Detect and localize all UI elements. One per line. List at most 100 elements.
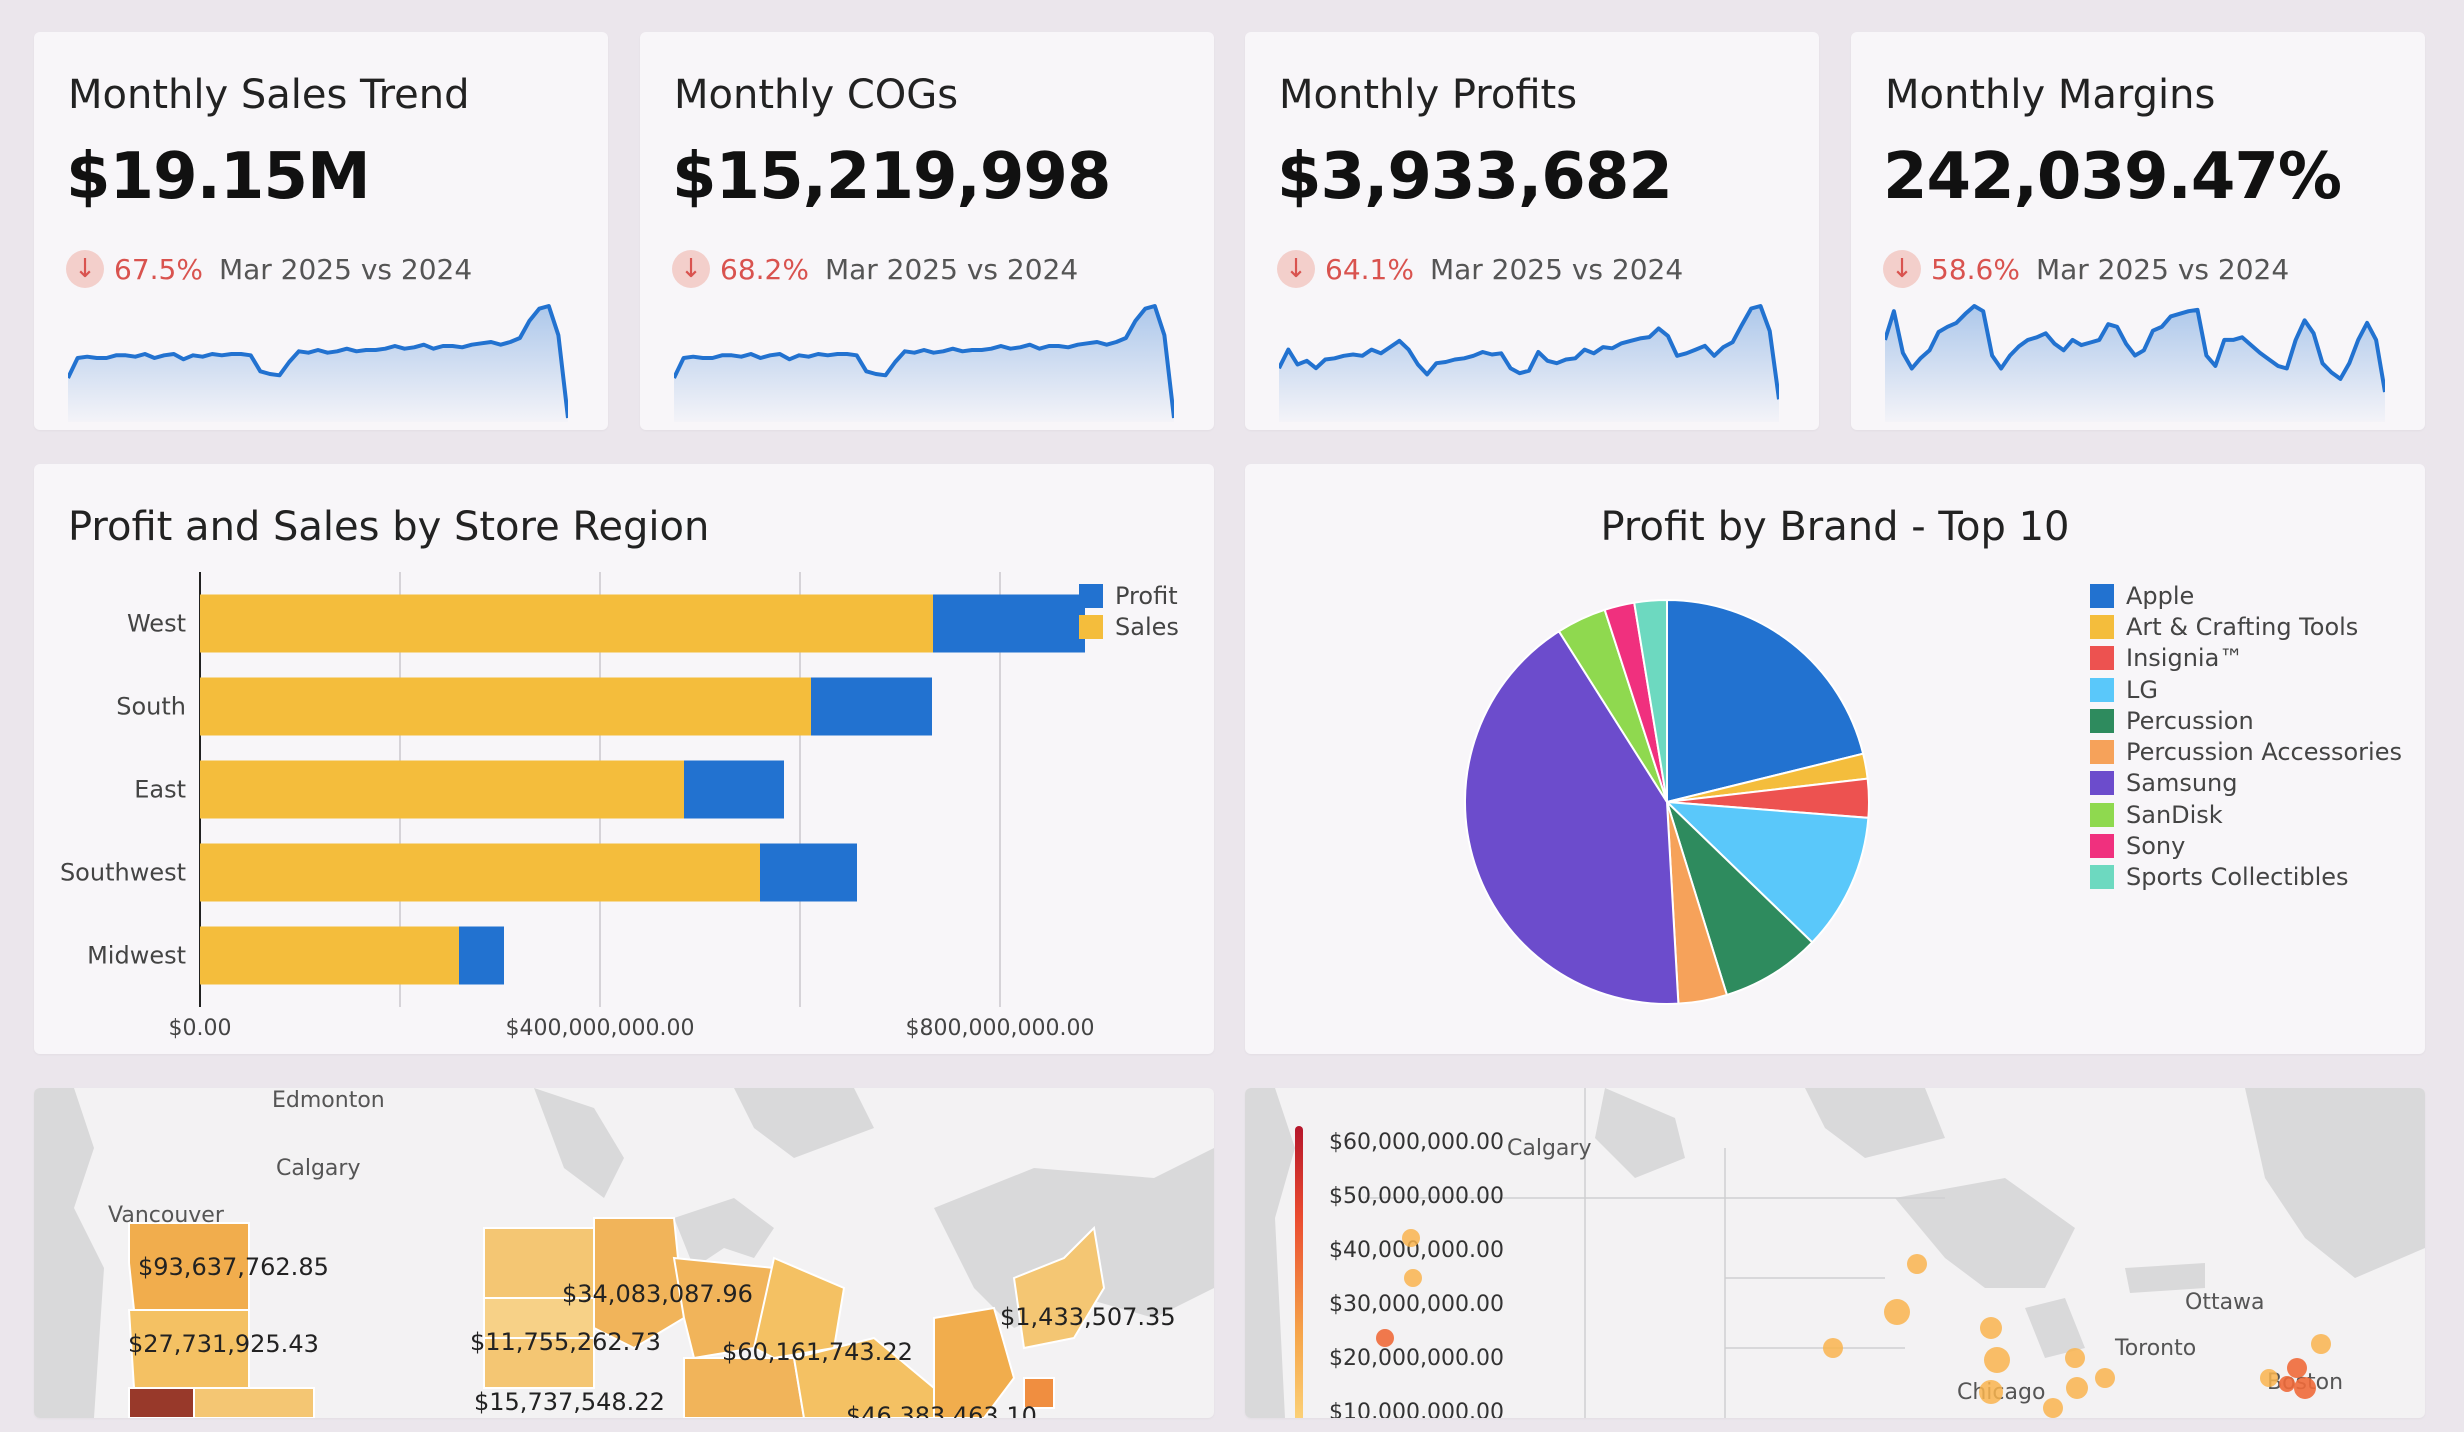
bubble-marker xyxy=(1823,1338,1843,1358)
kpi-value: 242,039.47% xyxy=(1883,140,2342,214)
kpi-card-cogs[interactable]: Monthly COGs $15,219,998 ↓ 68.2% Mar 202… xyxy=(640,32,1214,430)
sparkline-area xyxy=(68,306,568,422)
legend-item[interactable]: Art & Crafting Tools xyxy=(2090,611,2402,642)
pie-chart xyxy=(1464,598,1870,1006)
region-value: $27,731,925.43 xyxy=(128,1330,319,1358)
legend-label: Profit xyxy=(1115,581,1178,610)
sparkline xyxy=(1885,304,2385,422)
scale-label: $60,000,000.00 xyxy=(1329,1130,1504,1155)
sparkline xyxy=(68,304,568,422)
legend-item[interactable]: Percussion xyxy=(2090,705,2402,736)
chart-title: Profit and Sales by Store Region xyxy=(68,504,710,550)
kpi-title: Monthly Sales Trend xyxy=(68,72,470,118)
bar-sales xyxy=(200,843,760,902)
kpi-value: $3,933,682 xyxy=(1277,140,1673,214)
legend-swatch xyxy=(2090,740,2114,765)
legend-label: Sony xyxy=(2126,832,2186,861)
kpi-change-percent: 68.2% xyxy=(720,252,809,286)
city-label: Ottawa xyxy=(2185,1290,2265,1315)
legend-label: Insignia™ xyxy=(2126,644,2244,673)
sparkline xyxy=(674,304,1174,422)
city-label: Vancouver xyxy=(108,1203,224,1228)
bar-profit xyxy=(760,843,857,902)
legend-item[interactable]: Insignia™ xyxy=(2090,643,2402,674)
pie-slice xyxy=(1664,800,1870,944)
kpi-compare-period: Mar 2025 vs 2024 xyxy=(218,252,473,286)
region-value: $11,755,262.73 xyxy=(470,1328,661,1356)
bubble-marker xyxy=(2043,1398,2063,1418)
region-value: $34,083,087.96 xyxy=(562,1280,753,1308)
legend-item[interactable]: Sports Collectibles xyxy=(2090,862,2402,893)
legend-item-sales[interactable]: Sales xyxy=(1079,611,1179,642)
sparkline-line xyxy=(1279,304,1779,400)
legend-item[interactable]: SanDisk xyxy=(2090,799,2402,830)
bubble-marker xyxy=(2065,1348,2085,1368)
legend-item[interactable]: Samsung xyxy=(2090,768,2402,799)
bubble-marker xyxy=(2260,1369,2278,1387)
sparkline-line xyxy=(68,304,568,419)
bar-sales xyxy=(200,760,684,819)
legend-item[interactable]: Sony xyxy=(2090,830,2402,861)
choropleth-map-card[interactable]: Edmonton Calgary Vancouver $93,637,762.8… xyxy=(34,1088,1214,1418)
legend-label: Percussion Accessories xyxy=(2126,738,2402,767)
pie-chart-card[interactable]: Profit by Brand - Top 10 Apple Art & Craf… xyxy=(1245,464,2425,1054)
kpi-compare-period: Mar 2025 vs 2024 xyxy=(1429,252,1684,286)
bubble-marker xyxy=(2287,1358,2307,1378)
down-arrow-icon: ↓ xyxy=(1883,250,1921,288)
legend-label: Art & Crafting Tools xyxy=(2126,612,2359,641)
city-label: Calgary xyxy=(276,1156,361,1181)
bar-profit xyxy=(459,926,504,985)
scale-label: $50,000,000.00 xyxy=(1329,1184,1504,1209)
category-label: South xyxy=(116,693,186,721)
map-canvas[interactable] xyxy=(34,1088,1214,1418)
bubble-marker xyxy=(1402,1229,1420,1247)
kpi-card-margins[interactable]: Monthly Margins 242,039.47% ↓ 58.6% Mar … xyxy=(1851,32,2425,430)
down-arrow-icon: ↓ xyxy=(1277,250,1315,288)
category-label: West xyxy=(127,610,186,638)
bar-profit xyxy=(933,594,1085,653)
sparkline-line xyxy=(674,304,1174,419)
bubble-marker xyxy=(1404,1269,1422,1287)
legend-label: Sales xyxy=(1115,612,1179,641)
bar-sales xyxy=(200,926,459,985)
legend-swatch xyxy=(2090,771,2114,796)
legend-swatch xyxy=(2090,677,2114,702)
kpi-change: ↓ 67.5% Mar 2025 vs 2024 xyxy=(66,250,472,288)
pie-legend: Apple Art & Crafting Tools Insignia™ LG Perc… xyxy=(2090,580,2402,893)
bubble-map-card[interactable]: $60,000,000.00 $50,000,000.00 $40,000,00… xyxy=(1245,1088,2425,1418)
kpi-compare-period: Mar 2025 vs 2024 xyxy=(2035,252,2290,286)
bar-sales xyxy=(200,677,811,736)
bubble-marker xyxy=(1376,1329,1394,1347)
kpi-card-profits[interactable]: Monthly Profits $3,933,682 ↓ 64.1% Mar 2… xyxy=(1245,32,1819,430)
bar-profit xyxy=(811,677,932,736)
region-value: $1,433,507.35 xyxy=(1000,1303,1176,1331)
pie-slice xyxy=(1633,598,1668,803)
sparkline-area xyxy=(1885,306,2385,422)
bar-chart-card[interactable]: Profit and Sales by Store Region West Sou… xyxy=(34,464,1214,1054)
legend-label: Percussion xyxy=(2126,706,2254,735)
sparkline xyxy=(1279,304,1779,422)
legend-item[interactable]: Percussion Accessories xyxy=(2090,736,2402,767)
kpi-change: ↓ 58.6% Mar 2025 vs 2024 xyxy=(1883,250,2289,288)
category-label: East xyxy=(134,776,186,804)
map-canvas[interactable] xyxy=(1245,1088,2425,1418)
kpi-change-percent: 58.6% xyxy=(1931,252,2020,286)
x-tick-label: $0.00 xyxy=(169,1016,232,1041)
kpi-card-sales[interactable]: Monthly Sales Trend $19.15M ↓ 67.5% Mar … xyxy=(34,32,608,430)
legend-item[interactable]: Apple xyxy=(2090,580,2402,611)
legend-label: Apple xyxy=(2126,581,2195,610)
scale-label: $20,000,000.00 xyxy=(1329,1346,1504,1371)
legend-item-profit[interactable]: Profit xyxy=(1079,580,1179,611)
legend-label: Sports Collectibles xyxy=(2126,863,2349,892)
legend-swatch xyxy=(2090,865,2114,890)
legend-label: LG xyxy=(2126,675,2158,704)
sparkline-line xyxy=(1885,304,2385,393)
kpi-value: $15,219,998 xyxy=(672,140,1111,214)
legend-item[interactable]: LG xyxy=(2090,674,2402,705)
legend-swatch xyxy=(2090,614,2114,639)
pie-slice xyxy=(1464,629,1680,1006)
chart-title: Profit by Brand - Top 10 xyxy=(1600,504,2070,550)
kpi-change-percent: 67.5% xyxy=(114,252,203,286)
down-arrow-icon: ↓ xyxy=(672,250,710,288)
bar-sales xyxy=(200,594,933,653)
